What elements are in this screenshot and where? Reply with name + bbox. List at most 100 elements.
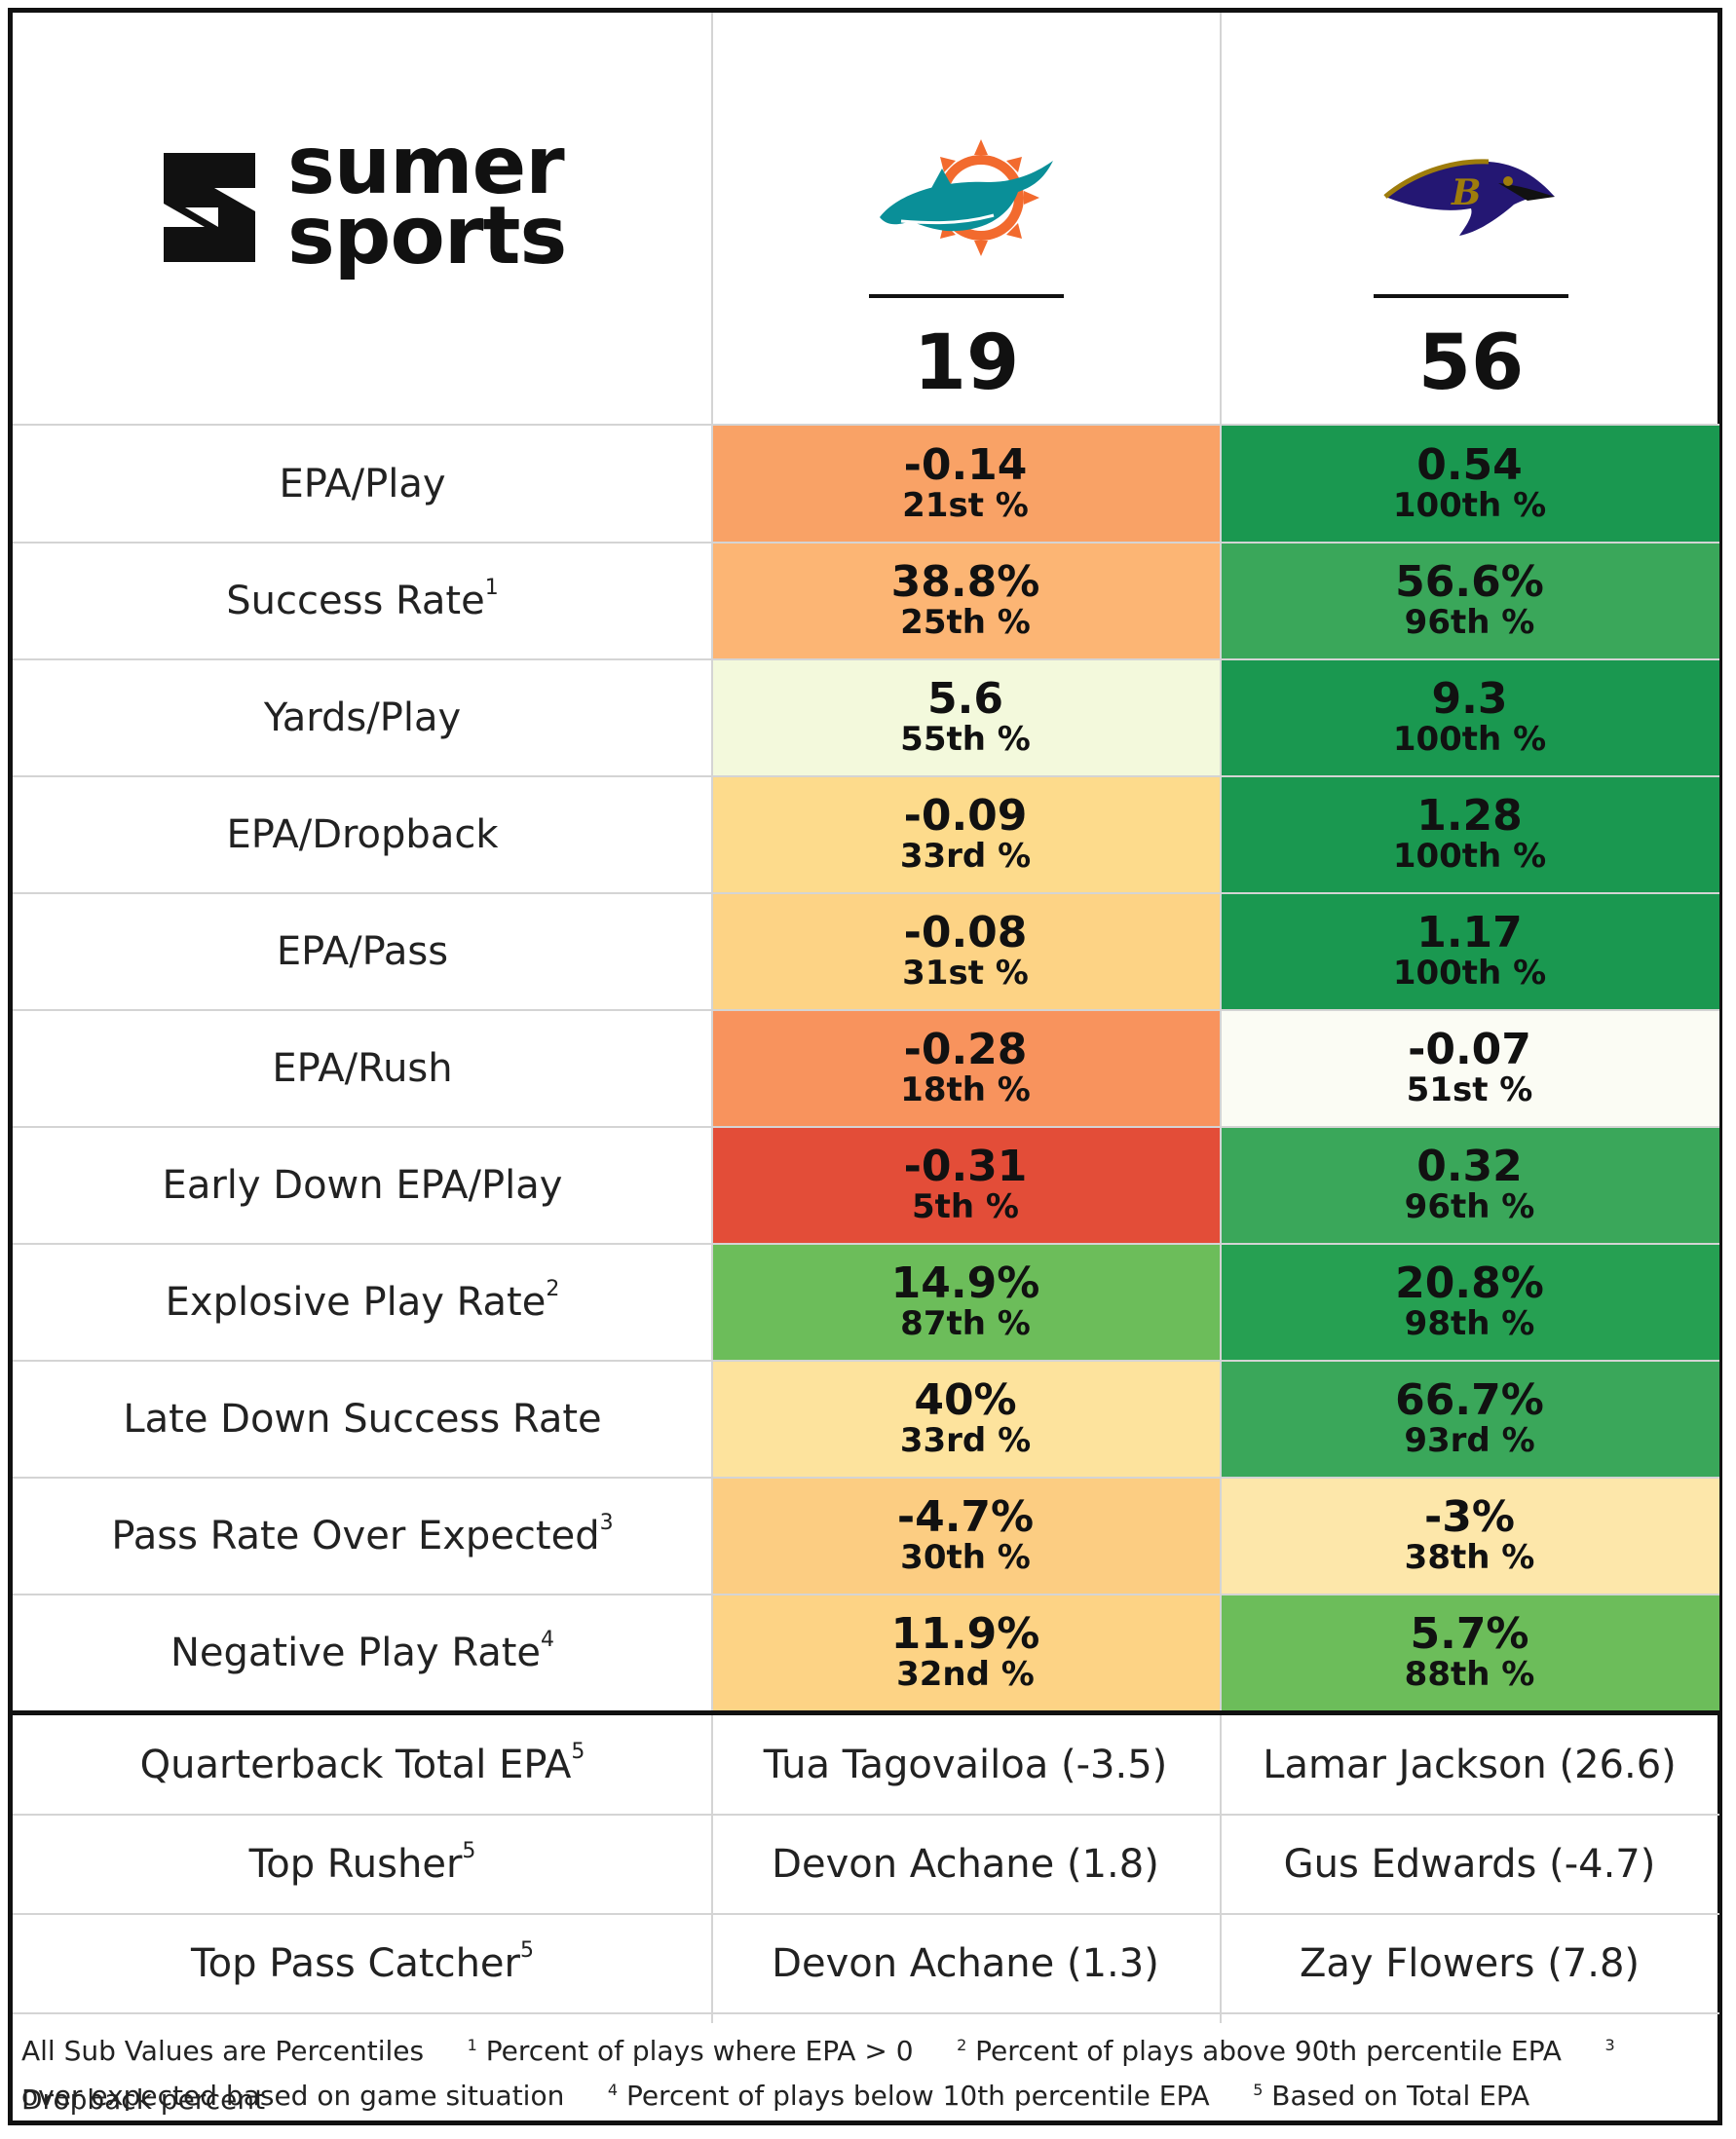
metric-percentile: 100th % [1392,720,1547,759]
metric-percentile: 33rd % [899,1421,1032,1460]
section-divider [13,1710,1719,1715]
ravens-metric-cell: 66.7% 93rd % [1220,1361,1719,1478]
footnote-marker: 5 [571,1739,585,1764]
metric-label-text: Pass Rate Over Expected [111,1514,600,1558]
column-divider-1 [711,13,713,2023]
metric-label: Explosive Play Rate 2 [13,1244,712,1361]
metric-percentile: 93rd % [1404,1421,1535,1460]
metric-percentile: 18th % [900,1070,1031,1109]
metric-value: 40% [914,1375,1017,1425]
dolphins-metric-cell: -0.14 21st % [711,426,1220,543]
ravens-player-cell: Lamar Jackson (26.6) [1263,1743,1677,1787]
metric-value: -4.7% [896,1492,1035,1542]
metric-label: EPA/Rush [13,1010,712,1127]
ravens-metric-cell: -3% 38th % [1220,1478,1719,1595]
metric-percentile: 38th % [1404,1538,1535,1577]
footnote-5-mark: 5 [1253,2081,1264,2099]
metric-label: EPA/Pass [13,893,712,1010]
dolphins-metric-cell: 5.6 55th % [711,659,1220,776]
row-divider [13,542,1719,544]
footnotes-line2: over expected based on game situation 4 … [21,2074,1707,2122]
dolphins-player-cell: Devon Achane (1.3) [772,1941,1159,1986]
metric-label: Negative Play Rate 4 [13,1595,712,1711]
ravens-metric-cell: 0.54 100th % [1220,426,1719,543]
dolphins-metric-cell: -0.28 18th % [711,1010,1220,1127]
metric-label-text: Explosive Play Rate [165,1280,547,1325]
metric-value: 66.7% [1395,1375,1544,1425]
footnote-marker: 3 [599,1510,614,1535]
metric-percentile: 87th % [900,1304,1031,1343]
brand-line1: sumer [287,120,565,212]
metric-percentile: 88th % [1404,1655,1535,1694]
metric-percentile: 100th % [1392,486,1547,525]
ravens-metric-cell: 0.32 96th % [1220,1127,1719,1244]
metric-value: -0.28 [903,1025,1028,1074]
row-divider [13,1243,1719,1245]
svg-text:B: B [1451,172,1481,213]
metric-row: Success Rate 1 38.8% 25th % 56.6% 96th % [13,543,1719,659]
dolphins-metric-cell: -0.09 33rd % [711,776,1220,893]
ravens-score-divider [1374,294,1568,298]
metric-label-text: Negative Play Rate [170,1631,542,1675]
metric-percentile: 5th % [911,1187,1020,1226]
footnote-3b: over expected based on game situation [21,2080,565,2112]
dolphins-metric-cell: 14.9% 87th % [711,1244,1220,1361]
footnotes-line1: All Sub Values are Percentiles 1 Percent… [21,2029,1707,2122]
metric-label: Success Rate 1 [13,543,712,659]
footnote-1: Percent of plays where EPA > 0 [476,2035,914,2067]
metric-row: Late Down Success Rate 40% 33rd % 66.7% 93rd… [13,1361,1719,1478]
metric-value: -0.31 [903,1142,1028,1191]
column-divider-2 [1220,13,1222,2023]
player-row: Top Rusher 5 Devon Achane (1.8) Gus Edwards… [13,1815,1719,1914]
dolphins-score: 19 [913,319,1020,407]
metric-row: Pass Rate Over Expected 3 -4.7% 30th % -3% 38… [13,1478,1719,1595]
footnote-marker: 1 [484,575,499,600]
metric-label: EPA/Dropback [13,776,712,893]
dolphins-metric-cell: -0.31 5th % [711,1127,1220,1244]
metric-label-text: EPA/Rush [272,1046,453,1091]
player-label-text: Top Pass Catcher [191,1941,520,1986]
metric-value: 20.8% [1395,1258,1544,1308]
metric-percentile: 31st % [902,954,1029,993]
dolphins-metric-cell: 11.9% 32nd % [711,1595,1220,1711]
metric-value: -3% [1424,1492,1515,1542]
metric-percentile: 30th % [900,1538,1031,1577]
player-label-text: Quarterback Total EPA [139,1743,572,1787]
metric-value: 0.54 [1416,440,1523,490]
dolphins-logo-icon [880,139,1053,256]
row-divider [13,775,1719,777]
footnote-2: Percent of plays above 90th percentile E… [966,2035,1562,2067]
metric-value: -0.07 [1408,1025,1531,1074]
footnote-intro: All Sub Values are Percentiles [21,2035,425,2067]
row-divider [13,1814,1719,1816]
metric-value: 5.6 [927,674,1003,724]
player-label: Top Rusher 5 [13,1815,712,1914]
footnote-4: Percent of plays below 10th percentile E… [618,2080,1210,2112]
metric-value: -0.14 [903,440,1028,490]
row-divider [13,892,1719,894]
metric-label-text: Success Rate [226,579,485,623]
row-divider [13,658,1719,660]
metric-label-text: EPA/Pass [276,929,449,974]
metric-label-text: Late Down Success Rate [123,1397,602,1442]
metric-value: 14.9% [890,1258,1040,1308]
ravens-metric-cell: 9.3 100th % [1220,659,1719,776]
metric-row: Early Down EPA/Play -0.31 5th % 0.32 96th % [13,1127,1719,1244]
ravens-metric-cell: 20.8% 98th % [1220,1244,1719,1361]
metric-row: Explosive Play Rate 2 14.9% 87th % 20.8% 98th… [13,1244,1719,1361]
ravens-logo-icon: B [1383,159,1555,236]
ravens-score: 56 [1417,319,1525,407]
metric-value: 11.9% [890,1609,1040,1659]
metric-row: EPA/Pass -0.08 31st % 1.17 100th % [13,893,1719,1010]
row-divider [13,1009,1719,1011]
dolphins-metric-cell: -4.7% 30th % [711,1478,1220,1595]
row-divider [13,1913,1719,1915]
metric-percentile: 100th % [1392,837,1547,876]
dolphins-metric-cell: 38.8% 25th % [711,543,1220,659]
metric-value: 9.3 [1431,674,1508,724]
footnote-marker: 4 [541,1627,555,1652]
ravens-metric-cell: 5.7% 88th % [1220,1595,1719,1711]
metric-value: 5.7% [1410,1609,1529,1659]
brand-line2: sports [287,190,567,282]
metric-label-text: Yards/Play [263,695,462,740]
